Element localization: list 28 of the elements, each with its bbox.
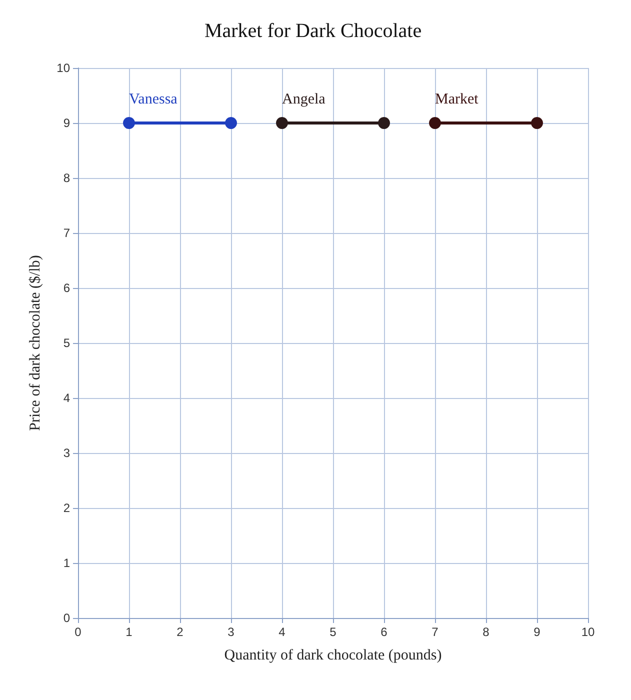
series-label: Angela xyxy=(282,92,326,108)
y-tick-label: 5 xyxy=(63,336,70,350)
x-tick-label: 3 xyxy=(228,625,235,639)
series-label: Vanessa xyxy=(129,92,178,108)
y-tick-label: 6 xyxy=(63,281,70,295)
y-axis-title: Price of dark chocolate ($/lb) xyxy=(28,255,44,431)
x-tick-label: 1 xyxy=(126,625,133,639)
y-tick-label: 10 xyxy=(56,61,70,75)
y-tick-label: 8 xyxy=(63,171,70,185)
y-tick-label: 0 xyxy=(63,611,70,625)
y-tick-label: 3 xyxy=(63,446,70,460)
y-tick-label: 2 xyxy=(63,501,70,515)
y-tick-label: 9 xyxy=(63,116,70,130)
x-tick-label: 9 xyxy=(534,625,541,639)
x-tick-label: 7 xyxy=(432,625,439,639)
x-tick-label: 10 xyxy=(581,625,595,639)
x-axis-title: Quantity of dark chocolate (pounds) xyxy=(224,648,442,664)
x-tick-label: 2 xyxy=(176,625,184,639)
x-tick-label: 8 xyxy=(482,625,490,639)
x-tick-label: 6 xyxy=(380,625,388,639)
x-tick-label: 5 xyxy=(330,625,337,639)
x-tick-label: 4 xyxy=(278,625,286,639)
series-label: Market xyxy=(435,92,480,108)
y-tick-label: 4 xyxy=(63,391,70,405)
x-tick-label: 0 xyxy=(74,625,82,639)
chart-title: Market for Dark Chocolate xyxy=(204,20,422,42)
y-tick-label: 7 xyxy=(63,226,70,240)
y-tick-label: 1 xyxy=(63,556,70,570)
